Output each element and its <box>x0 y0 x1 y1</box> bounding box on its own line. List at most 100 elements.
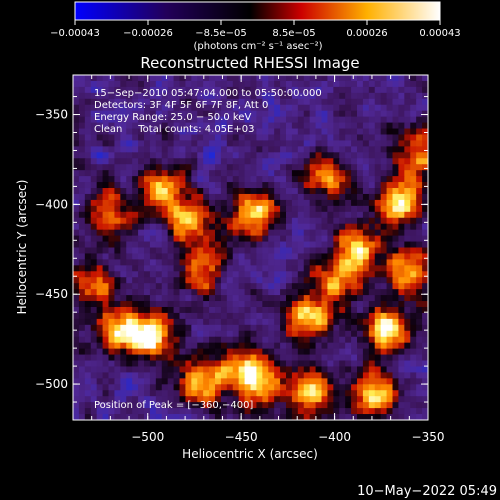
heatmap-cell <box>90 372 98 379</box>
heatmap-cell <box>114 265 121 272</box>
heatmap-cell <box>374 247 382 255</box>
heatmap-cell <box>256 223 263 231</box>
heatmap-cell <box>386 98 394 106</box>
heatmap-cell <box>226 372 234 379</box>
heatmap-cell <box>422 104 428 112</box>
heatmap-cell <box>185 158 192 165</box>
heatmap-cell <box>144 164 151 171</box>
heatmap-cell <box>309 265 317 272</box>
heatmap-cell <box>108 188 116 195</box>
heatmap-cell <box>232 265 240 272</box>
heatmap-cell <box>215 324 222 332</box>
heatmap-cell <box>203 235 210 243</box>
heatmap-cell <box>220 211 228 219</box>
heatmap-cell <box>368 241 376 249</box>
heatmap-cell <box>321 75 329 82</box>
heatmap-cell <box>422 342 428 350</box>
heatmap-cell <box>286 283 293 290</box>
heatmap-cell <box>209 378 216 385</box>
heatmap-cell <box>404 182 411 189</box>
x-tick-label: −450 <box>225 430 258 444</box>
heatmap-cell <box>238 193 246 201</box>
heatmap-cell <box>179 86 187 94</box>
heatmap-cell <box>339 336 346 344</box>
heatmap-cell <box>132 140 139 147</box>
heatmap-cell <box>238 402 246 409</box>
heatmap-cell <box>226 301 234 308</box>
heatmap-cell <box>244 158 252 165</box>
heatmap-cell <box>368 295 376 302</box>
heatmap-cell <box>173 289 181 296</box>
heatmap-cell <box>280 342 287 350</box>
heatmap-cell <box>291 390 299 397</box>
heatmap-cell <box>416 414 423 420</box>
heatmap-cell <box>114 211 121 219</box>
heatmap-cell <box>345 372 352 379</box>
heatmap-cell <box>96 80 104 88</box>
heatmap-cell <box>280 80 287 88</box>
heatmap-cell <box>144 223 151 231</box>
heatmap-cell <box>132 283 139 290</box>
heatmap-cell <box>173 336 181 344</box>
heatmap-cell <box>274 265 281 272</box>
colorbar-tick-label: −0.00026 <box>123 28 173 39</box>
heatmap-cell <box>132 402 139 409</box>
heatmap-cell <box>96 378 104 385</box>
heatmap-cell <box>238 75 246 82</box>
heatmap-cell <box>173 128 181 136</box>
heatmap-cell <box>345 146 352 153</box>
heatmap-cell <box>167 134 175 142</box>
heatmap-cell <box>392 223 400 231</box>
heatmap-cell <box>232 360 240 368</box>
heatmap-cell <box>333 75 340 82</box>
heatmap-cell <box>362 247 370 255</box>
heatmap-cell <box>333 330 340 338</box>
heatmap-cell <box>280 104 287 112</box>
heatmap-cell <box>120 104 127 112</box>
heatmap-cell <box>226 271 234 278</box>
heatmap-cell <box>185 318 192 326</box>
heatmap-cell <box>155 414 163 420</box>
heatmap-cell <box>404 289 411 296</box>
heatmap-cell <box>286 140 293 147</box>
heatmap-cell <box>280 110 287 118</box>
heatmap-cell <box>191 408 198 415</box>
heatmap-cell <box>102 408 110 415</box>
heatmap-cell <box>345 229 352 237</box>
heatmap-cell <box>161 324 169 332</box>
heatmap-cell <box>280 211 287 219</box>
heatmap-cell <box>144 235 151 243</box>
heatmap-cell <box>392 146 400 153</box>
heatmap-cell <box>268 277 275 284</box>
heatmap-cell <box>238 360 246 368</box>
heatmap-cell <box>173 301 181 308</box>
heatmap-cell <box>96 158 104 165</box>
heatmap-cell <box>398 205 405 213</box>
heatmap-cell <box>102 223 110 231</box>
heatmap-cell <box>333 306 340 314</box>
heatmap-cell <box>309 146 317 153</box>
heatmap-cell <box>280 283 287 290</box>
heatmap-cell <box>167 342 175 350</box>
heatmap-cell <box>309 384 317 391</box>
heatmap-cell <box>357 199 364 207</box>
heatmap-cell <box>274 110 281 118</box>
heatmap-cell <box>286 134 293 142</box>
heatmap-cell <box>250 235 258 243</box>
heatmap-cell <box>268 306 275 314</box>
heatmap-cell <box>274 324 281 332</box>
heatmap-cell <box>256 301 263 308</box>
heatmap-cell <box>203 164 210 171</box>
heatmap-cell <box>404 354 411 362</box>
heatmap-cell <box>191 265 198 272</box>
heatmap-cell <box>173 378 181 385</box>
heatmap-cell <box>149 211 157 219</box>
heatmap-cell <box>173 146 181 153</box>
heatmap-cell <box>297 146 305 153</box>
heatmap-cell <box>73 122 80 130</box>
heatmap-cell <box>96 289 104 296</box>
heatmap-cell <box>315 277 323 284</box>
heatmap-cell <box>215 318 222 326</box>
heatmap-cell <box>321 360 329 368</box>
heatmap-cell <box>220 182 228 189</box>
